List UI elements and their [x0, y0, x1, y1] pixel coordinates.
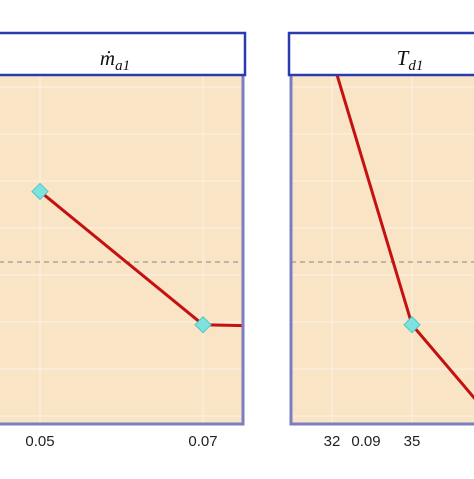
plot-background: [291, 73, 474, 424]
panel-2: Td1 32 35: [287, 31, 474, 450]
panel-title-box: [287, 31, 474, 77]
gridlines: [291, 73, 474, 424]
panel-title: ṁa1: [100, 46, 130, 74]
x-tick-label: 0.05: [25, 433, 54, 450]
data-point-marker: [194, 316, 212, 334]
data-layer: [334, 73, 474, 400]
panel-title-box: [0, 31, 247, 77]
plot-background: [0, 73, 243, 424]
data-layer: [31, 182, 243, 334]
x-tick-label: 35: [404, 433, 421, 450]
x-tick-label: 32: [324, 433, 341, 450]
panel-title: Td1: [397, 46, 424, 74]
x-tick-label: 0.09: [351, 433, 380, 450]
panel-1: ṁa1 0.05 0.07 0.09: [0, 31, 381, 450]
x-tick-label: 0.07: [188, 433, 217, 450]
data-point-marker: [31, 182, 49, 201]
data-point-marker: [403, 316, 421, 334]
